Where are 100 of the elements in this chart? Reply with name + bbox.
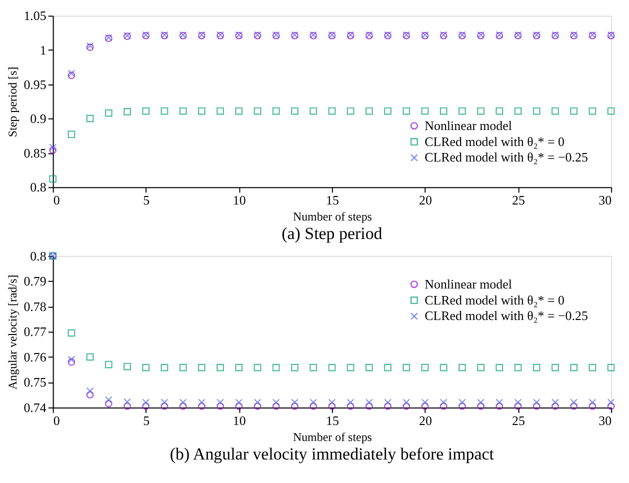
point xyxy=(291,398,298,406)
point xyxy=(552,402,559,410)
point xyxy=(328,402,336,410)
point xyxy=(552,107,559,115)
point xyxy=(365,107,373,115)
point xyxy=(570,107,578,115)
point xyxy=(310,364,318,372)
point xyxy=(588,364,596,372)
point xyxy=(514,364,522,372)
point xyxy=(254,398,262,406)
point xyxy=(272,402,280,410)
point xyxy=(328,364,336,372)
point xyxy=(588,402,596,410)
point xyxy=(216,364,224,372)
x-tick-label: 25 xyxy=(512,412,525,428)
point xyxy=(235,398,243,406)
point xyxy=(570,364,578,372)
point xyxy=(104,400,112,408)
point xyxy=(458,398,466,406)
y-tick-label: 0.77 xyxy=(24,324,47,340)
point xyxy=(365,364,373,372)
point xyxy=(254,364,262,372)
point xyxy=(235,364,243,372)
point xyxy=(607,402,615,410)
point xyxy=(477,398,485,406)
y-tick-label: 0.9 xyxy=(30,111,46,126)
point xyxy=(124,362,131,370)
point xyxy=(346,398,354,406)
point xyxy=(142,107,150,115)
point xyxy=(124,398,131,406)
legend-label: CLRed model with θ₂* = 0 xyxy=(424,292,564,308)
y-tick-label: 0.8 xyxy=(30,248,46,264)
y-tick-label: 0.79 xyxy=(24,274,46,289)
point xyxy=(235,402,243,410)
point xyxy=(552,398,559,406)
point xyxy=(514,398,522,406)
point xyxy=(68,72,76,80)
point xyxy=(49,146,57,154)
point xyxy=(384,402,392,410)
x-tick-label: 15 xyxy=(326,192,339,208)
point xyxy=(588,107,596,115)
point xyxy=(86,353,94,361)
point xyxy=(86,387,94,395)
point xyxy=(570,398,578,406)
point xyxy=(179,364,187,372)
point xyxy=(477,364,485,372)
x-tick-label: 25 xyxy=(512,192,525,208)
point xyxy=(607,398,615,406)
point xyxy=(68,329,76,337)
point xyxy=(310,398,318,406)
legend-label: CLRed model with θ₂* = 0 xyxy=(424,134,564,149)
point xyxy=(532,402,540,410)
y-tick-label: 0.8 xyxy=(30,180,46,195)
point xyxy=(496,364,504,372)
y-axis-title: Step period [s] xyxy=(6,66,20,138)
x-tick-label: 5 xyxy=(143,412,150,428)
point xyxy=(272,107,280,115)
x-tick-label: 30 xyxy=(598,412,612,428)
x-axis-title: Number of steps xyxy=(292,430,372,444)
x-tick-label: 10 xyxy=(232,412,246,428)
x-tick-label: 0 xyxy=(53,192,60,208)
point xyxy=(588,398,596,406)
y-tick-label: 1.05 xyxy=(24,8,46,24)
point xyxy=(496,107,504,115)
point xyxy=(514,402,522,410)
point xyxy=(384,364,392,372)
point xyxy=(496,402,504,410)
point xyxy=(346,402,354,410)
point xyxy=(160,398,168,406)
y-tick-label: 0.76 xyxy=(24,349,47,364)
point xyxy=(384,107,392,115)
point xyxy=(421,398,429,406)
legend-label: CLRed model with θ₂* = −0.25 xyxy=(424,150,588,165)
y-tick-label: 0.75 xyxy=(24,374,46,390)
point xyxy=(402,364,410,372)
x-tick-label: 30 xyxy=(598,192,612,208)
point xyxy=(142,402,150,410)
point xyxy=(216,398,224,406)
point xyxy=(254,107,262,115)
point xyxy=(607,364,615,372)
point xyxy=(365,398,373,406)
x-tick-label: 10 xyxy=(232,192,246,208)
point xyxy=(216,107,224,115)
y-tick-label: 0.85 xyxy=(24,145,46,160)
point xyxy=(496,398,504,406)
x-tick-label: 20 xyxy=(419,412,432,428)
point xyxy=(477,107,485,115)
point xyxy=(142,398,150,406)
point xyxy=(291,402,298,410)
point xyxy=(402,398,410,406)
y-tick-label: 0.74 xyxy=(24,400,47,415)
point xyxy=(421,107,429,115)
y-axis-title: Angular velocity [rad/s] xyxy=(6,274,20,390)
point xyxy=(384,398,392,406)
point xyxy=(458,402,466,410)
point xyxy=(421,364,429,372)
point xyxy=(179,398,187,406)
point xyxy=(346,364,354,372)
y-tick-label: 0.95 xyxy=(24,76,46,92)
point xyxy=(421,402,429,410)
